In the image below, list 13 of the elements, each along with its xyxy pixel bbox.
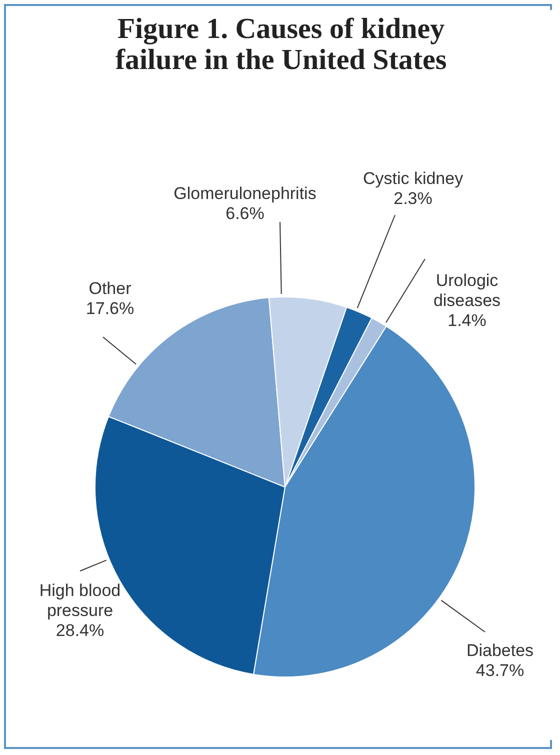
slice-label: Urologic diseases: [433, 271, 501, 310]
slice-label: Diabetes: [466, 641, 534, 660]
data-label: 1.4%: [448, 311, 486, 330]
data-label: 6.6%: [226, 204, 264, 223]
chart-title: Figure 1. Causes of kidney failure in the United States: [115, 13, 447, 76]
data-label: 43.7%: [476, 661, 524, 680]
slice-label: Cystic kidney: [362, 169, 464, 188]
slice-label: High blood pressure: [39, 581, 121, 620]
slice-label: Other: [88, 279, 132, 298]
data-label: 28.4%: [56, 621, 104, 640]
slice-label: Glomerulonephritis: [174, 184, 316, 203]
data-label: 17.6%: [86, 299, 134, 318]
data-label: 2.3%: [394, 189, 432, 208]
